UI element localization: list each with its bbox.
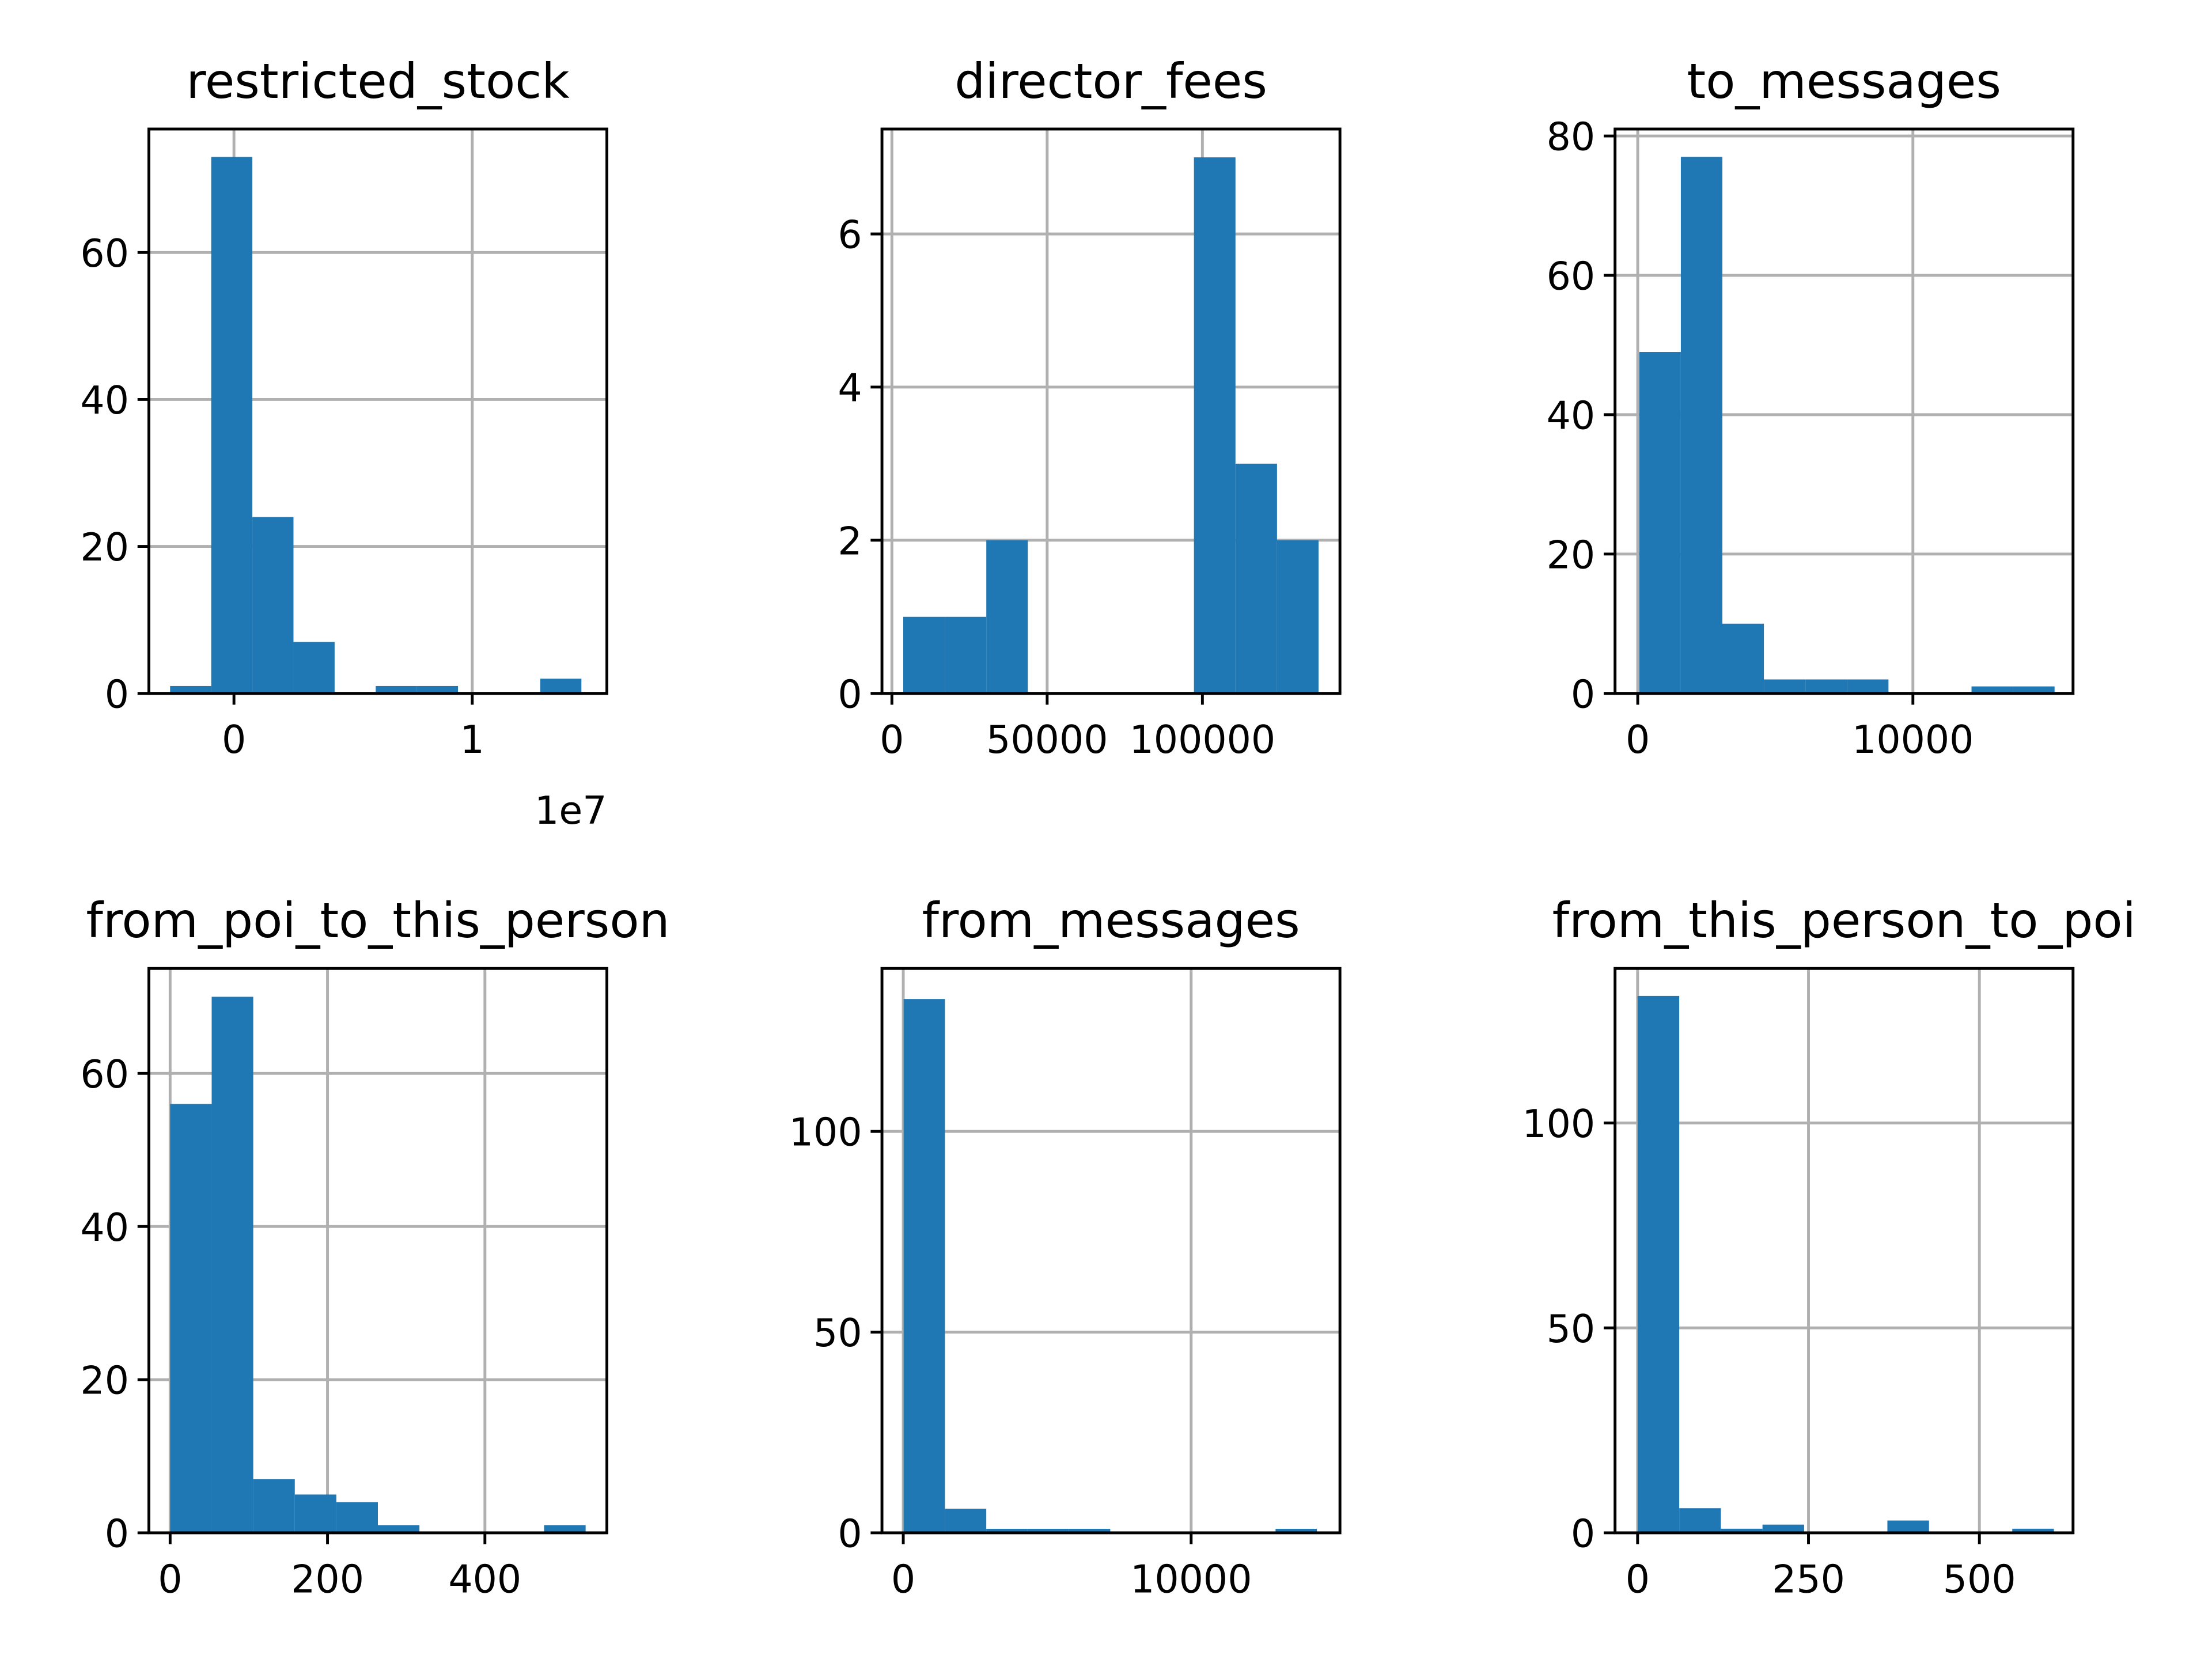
y-tick-label: 20 [80,525,129,570]
bar [1027,1528,1069,1533]
bar [211,997,253,1533]
y-tick-label: 0 [105,672,129,717]
x-tick-label: 0 [158,1556,182,1601]
y-tick-label: 50 [1547,1306,1596,1351]
bar [336,1502,378,1533]
x-tick-label: 250 [1772,1556,1845,1601]
axes-frame [880,127,1342,695]
bar [903,616,945,694]
x-tick-label: 400 [448,1556,521,1601]
axes-title: from_this_person_to_poi [1552,892,2136,949]
bar [1762,1524,1804,1533]
y-tick-label: 60 [80,1052,129,1097]
bar [1194,157,1236,694]
x-tick-label: 0 [891,1556,915,1601]
x-offset-label: 1e7 [535,788,607,833]
x-tick-label: 200 [291,1556,364,1601]
y-tick-label: 40 [80,1205,129,1250]
x-tick-label: 100000 [1130,717,1276,762]
bar [544,1525,586,1533]
bar [1887,1520,1929,1533]
y-tick-label: 0 [838,1512,862,1556]
axes-frame [147,967,608,1535]
bar [170,685,211,694]
bar [1277,540,1319,694]
axes-title: director_fees [955,53,1267,109]
y-tick-label: 60 [80,231,129,276]
y-tick-label: 4 [838,366,862,411]
bar [986,540,1028,694]
y-tick-label: 80 [1547,115,1596,160]
x-tick-label: 0 [1626,1556,1650,1601]
bar [253,1479,295,1533]
axes-title: restricted_stock [186,53,570,109]
bar [170,1104,212,1533]
bar [1069,1528,1111,1533]
bar [945,1509,987,1533]
axes-frame [1613,967,2075,1535]
bar [2013,686,2055,694]
bar [1637,995,1680,1533]
bar [1971,686,2013,694]
y-tick-label: 6 [838,213,862,257]
bar [540,679,582,694]
bar [1235,463,1277,694]
x-tick-label: 0 [880,717,904,762]
bar [1679,1508,1721,1533]
y-tick-label: 0 [838,672,862,717]
y-tick-label: 40 [80,378,129,423]
bar [252,517,294,694]
bar [1639,352,1681,694]
y-tick-label: 2 [838,518,862,563]
bar [1722,623,1764,694]
y-tick-label: 0 [1571,1512,1595,1556]
x-tick-label: 500 [1943,1556,2016,1601]
bar [294,1494,336,1533]
bar [1847,679,1889,694]
x-tick-label: 0 [222,717,246,762]
y-tick-label: 100 [1522,1101,1595,1146]
y-tick-label: 0 [1571,672,1595,717]
x-tick-label: 10000 [1130,1556,1252,1601]
y-tick-label: 40 [1547,393,1596,438]
x-tick-label: 10000 [1852,717,1974,762]
bar [1275,1528,1317,1533]
bar [1805,679,1847,694]
axes-frame [880,967,1342,1535]
x-tick-label: 1 [460,717,484,762]
y-tick-label: 0 [105,1512,129,1556]
y-tick-label: 20 [1547,532,1596,577]
axes-frame [147,127,608,695]
y-tick-label: 50 [813,1310,862,1355]
bar [903,999,945,1533]
bar [986,1528,1028,1533]
axes-frame [1613,127,2075,695]
axes-title: from_poi_to_this_person [86,892,669,949]
bar [416,685,459,694]
x-tick-label: 50000 [986,717,1108,762]
bar [293,642,335,694]
bar [945,616,987,694]
axes-title: to_messages [1687,53,2001,109]
y-tick-label: 100 [789,1110,862,1155]
bar [1764,679,1806,694]
bar [376,685,417,694]
x-tick-label: 0 [1626,717,1650,762]
bar [1721,1528,1763,1533]
bar [2012,1528,2054,1533]
y-tick-label: 20 [80,1358,129,1403]
bar [378,1525,420,1533]
axes-title: from_messages [922,892,1300,949]
y-tick-label: 60 [1547,254,1596,299]
bar [211,157,253,694]
bar [1680,157,1723,694]
